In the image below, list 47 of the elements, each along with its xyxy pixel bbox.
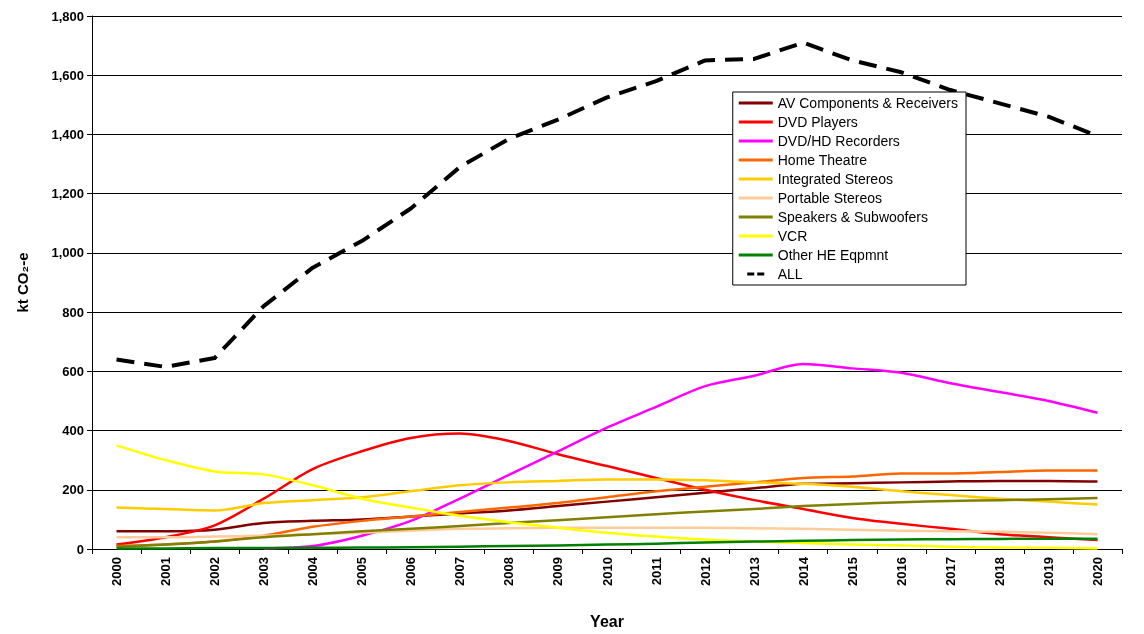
legend-label: Integrated Stereos bbox=[777, 171, 893, 187]
y-tick-label: 0 bbox=[76, 541, 84, 557]
x-tick-label: 2010 bbox=[599, 557, 615, 586]
x-tick-label: 2019 bbox=[1040, 557, 1056, 586]
y-tick-label: 1,000 bbox=[51, 245, 84, 261]
x-tick-label: 2012 bbox=[697, 557, 713, 586]
x-tick-label: 2000 bbox=[109, 557, 125, 586]
x-tick-label: 2020 bbox=[1089, 557, 1105, 586]
line-series bbox=[115, 496, 1099, 548]
x-tick-label: 2014 bbox=[795, 556, 811, 586]
y-tick-label: 400 bbox=[62, 423, 84, 439]
x-tick-label: 2016 bbox=[893, 557, 909, 586]
x-tick-label: 2015 bbox=[844, 557, 860, 586]
legend-label: AV Components & Receivers bbox=[777, 95, 958, 111]
legend-label: Portable Stereos bbox=[777, 190, 883, 206]
y-axis-title: kt CO₂-e bbox=[14, 252, 31, 313]
line-series bbox=[115, 537, 1099, 550]
x-tick-label: 2013 bbox=[746, 557, 762, 586]
y-tick-label: 1,800 bbox=[51, 8, 84, 24]
x-tick-label: 2018 bbox=[991, 557, 1007, 586]
y-tick-label: 200 bbox=[62, 482, 84, 498]
y-tick-label: 800 bbox=[62, 304, 84, 320]
line-series bbox=[115, 478, 1099, 512]
legend-label: Home Theatre bbox=[777, 152, 868, 168]
x-tick-label: 2011 bbox=[648, 557, 664, 586]
y-tick-label: 1,400 bbox=[51, 126, 84, 142]
x-tick-label: 2017 bbox=[942, 557, 958, 586]
legend-label: VCR bbox=[777, 228, 808, 244]
x-tick-label: 2009 bbox=[550, 557, 566, 586]
line-series bbox=[262, 362, 1099, 550]
legend-label: DVD Players bbox=[777, 114, 858, 130]
x-tick-label: 2001 bbox=[158, 557, 174, 586]
x-tick-label: 2004 bbox=[305, 556, 321, 586]
x-tick-label: 2005 bbox=[354, 557, 370, 586]
y-tick-label: 600 bbox=[62, 363, 84, 379]
y-tick-label: 1,600 bbox=[51, 67, 84, 83]
legend-label: DVD/HD Recorders bbox=[777, 133, 900, 149]
x-axis-title: Year bbox=[590, 612, 624, 630]
legend-label: Speakers & Subwoofers bbox=[777, 209, 928, 225]
y-tick-label: 1,200 bbox=[51, 186, 84, 202]
legend-label: Other HE Eqpmnt bbox=[777, 247, 889, 263]
x-tick-label: 2007 bbox=[452, 557, 468, 586]
x-tick-label: 2002 bbox=[207, 557, 223, 586]
x-tick-label: 2003 bbox=[256, 557, 272, 586]
legend-label: ALL bbox=[777, 266, 803, 282]
x-tick-label: 2008 bbox=[501, 557, 517, 586]
x-tick-label: 2006 bbox=[403, 557, 419, 586]
